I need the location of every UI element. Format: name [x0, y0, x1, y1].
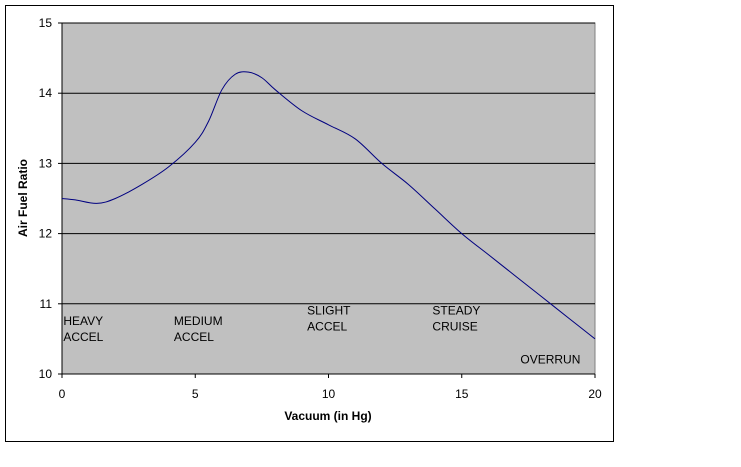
annotation-label: MEDIUM ACCEL	[174, 314, 223, 344]
y-tick-label: 13	[39, 156, 53, 170]
series-line	[61, 71, 596, 340]
x-tick-label: 0	[59, 387, 66, 401]
y-tick-label: 10	[39, 367, 53, 381]
annotation-label: STEADY CRUISE	[432, 303, 480, 333]
gridlines	[62, 22, 595, 305]
x-tick-label: 15	[455, 387, 469, 401]
annotation-label: SLIGHT ACCEL	[307, 303, 351, 333]
x-tick-label: 10	[322, 387, 336, 401]
x-axis-ticks: 0 5 10 15 20	[59, 374, 602, 401]
y-tick-label: 12	[39, 227, 53, 241]
annotations: HEAVY ACCEL MEDIUM ACCEL SLIGHT ACCEL STEADY CR…	[63, 303, 580, 366]
series-group	[61, 71, 596, 340]
y-tick-label: 11	[40, 297, 53, 311]
x-tick-label: 5	[192, 387, 199, 401]
y-axis-title: Air Fuel Ratio	[16, 159, 30, 237]
x-axis-title: Vacuum (in Hg)	[284, 409, 371, 423]
plot-area	[61, 22, 596, 375]
y-axis-ticks: 10 11 12 13 14 15	[39, 16, 62, 381]
annotation-label: HEAVY ACCEL	[63, 314, 103, 344]
x-tick-label: 20	[588, 387, 602, 401]
annotation-label: OVERRUN	[520, 352, 580, 366]
y-tick-label: 14	[39, 86, 53, 100]
y-tick-label: 15	[39, 16, 53, 30]
